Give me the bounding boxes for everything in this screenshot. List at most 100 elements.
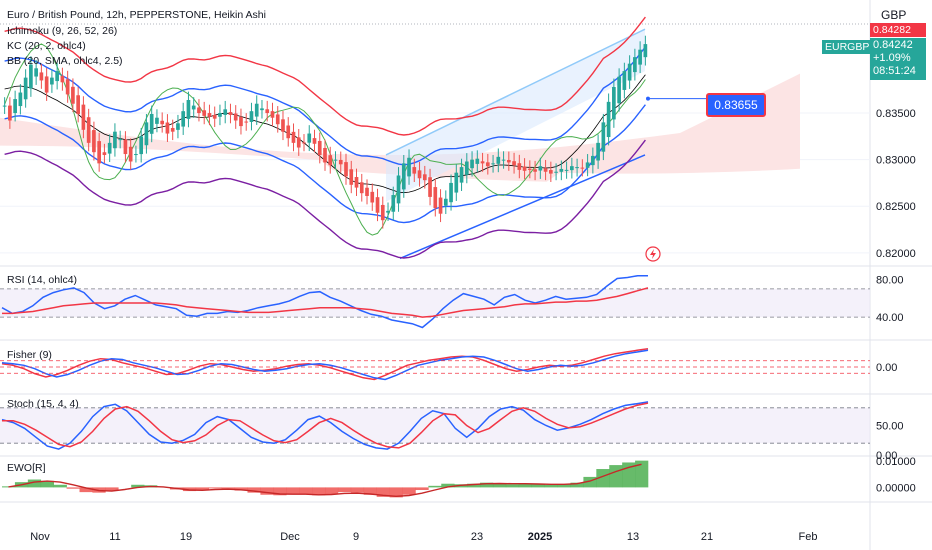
- candle-body: [349, 169, 354, 185]
- candle-body: [8, 105, 12, 121]
- ewo-tick-label: 0.01000: [876, 456, 916, 468]
- candle-body: [281, 119, 285, 132]
- time-tick-label: 21: [701, 531, 713, 543]
- kc-upper-band: [4, 46, 646, 166]
- last-price: 0.84242: [873, 39, 913, 51]
- rsi-legend[interactable]: RSI (14, ohlc4): [7, 274, 78, 286]
- time-tick-label: Feb: [799, 531, 818, 543]
- marker-dot: [646, 96, 650, 101]
- candle-body: [464, 161, 469, 175]
- candle-body: [612, 86, 616, 120]
- candle-body: [485, 162, 490, 167]
- ewo-pane[interactable]: [2, 460, 649, 498]
- candle-body: [501, 159, 506, 161]
- fisher-legend[interactable]: Fisher (9): [7, 349, 52, 361]
- ewo-bar: [221, 487, 235, 489]
- currency-label[interactable]: GBP: [881, 8, 907, 22]
- ewo-bar: [441, 483, 455, 488]
- candle-body: [144, 122, 149, 146]
- ewo-bar: [402, 487, 416, 495]
- candle-body: [585, 162, 590, 168]
- ewo-legend[interactable]: EWO[R]: [7, 462, 46, 474]
- series-line--d: [2, 402, 649, 449]
- candle-body: [365, 187, 369, 196]
- ewo-bar: [570, 482, 584, 488]
- ewo-bar: [234, 487, 248, 491]
- candle-body: [107, 142, 112, 154]
- price-tick-label: 0.82000: [876, 248, 916, 260]
- ewo-bar: [299, 487, 313, 495]
- candle-body: [559, 168, 564, 172]
- price-pane[interactable]: [0, 16, 800, 262]
- ewo-bar: [492, 483, 507, 488]
- candle-body: [522, 166, 527, 171]
- price-axis[interactable]: 0.83500 0.83000 0.82500 0.82000 80.00 40.00 0.…: [876, 108, 916, 494]
- candle-body: [92, 130, 96, 153]
- rsi-tick-label: 40.00: [876, 312, 904, 324]
- ewo-bar: [105, 487, 119, 491]
- candle-body: [123, 139, 128, 155]
- candle-body: [155, 117, 159, 124]
- ewo-bar: [350, 487, 365, 493]
- candle-body: [254, 103, 259, 117]
- candle-body: [543, 168, 548, 172]
- candle-body: [202, 110, 207, 116]
- candle-body: [491, 163, 495, 165]
- ewo-bar: [635, 460, 649, 488]
- candle-body: [622, 71, 627, 90]
- candle-body: [170, 128, 175, 132]
- candle-body: [538, 166, 543, 171]
- candle-body: [286, 125, 291, 139]
- candle-body: [149, 113, 154, 134]
- price-marker-box[interactable]: 0.83655: [706, 93, 766, 117]
- candle-body: [480, 161, 485, 164]
- candle-body: [354, 177, 359, 188]
- candle-body: [176, 123, 180, 130]
- ewo-bar: [247, 487, 261, 493]
- ewo-bar: [415, 487, 429, 491]
- candle-body: [417, 170, 422, 179]
- ewo-bar: [260, 487, 274, 495]
- time-tick-label: Dec: [280, 531, 300, 543]
- candle-body: [181, 111, 186, 127]
- candle-body: [359, 182, 364, 194]
- time-tick-label: 23: [471, 531, 483, 543]
- stoch-pane[interactable]: [0, 401, 870, 450]
- candle-body: [34, 68, 38, 77]
- ewo-bar: [376, 487, 390, 497]
- candle-body: [422, 174, 427, 181]
- fisher-pane[interactable]: [0, 347, 870, 381]
- candle-body: [23, 77, 28, 100]
- candle-body: [601, 122, 606, 152]
- band-fill: [0, 407, 870, 444]
- candle-body: [580, 167, 585, 169]
- bb-legend[interactable]: BB (20, SMA, ohlc4, 2.5): [7, 55, 123, 67]
- bb-lower-band: [4, 139, 646, 259]
- ichimoku-legend[interactable]: Ichimoku (9, 26, 52, 26): [7, 25, 118, 37]
- rsi-pane[interactable]: [0, 274, 870, 329]
- time-tick-label: Nov: [30, 531, 50, 543]
- candle-body: [527, 168, 532, 170]
- candle-body: [260, 108, 264, 111]
- candle-body: [606, 101, 611, 138]
- candle-body: [433, 187, 438, 209]
- candle-body: [39, 72, 44, 81]
- channel-lower-line: [399, 154, 646, 260]
- stoch-legend[interactable]: Stoch (15, 4, 4): [7, 398, 79, 410]
- high-price-tag: 0.84282: [870, 23, 926, 37]
- candle-body: [60, 76, 65, 83]
- ewo-bar: [66, 487, 80, 489]
- candle-body: [249, 111, 254, 122]
- candle-body: [643, 44, 648, 58]
- candle-body: [239, 117, 243, 127]
- ewo-bar: [325, 487, 339, 495]
- ewo-bar: [518, 483, 533, 488]
- time-axis[interactable]: Nov 11 19 Dec 9 23 2025 13 21 Feb: [30, 531, 817, 543]
- candle-body: [275, 114, 280, 125]
- candle-body: [81, 104, 86, 130]
- candle-body: [50, 77, 54, 85]
- candle-body: [65, 79, 70, 95]
- kc-legend[interactable]: KC (20, 2, ohlc4): [7, 40, 86, 52]
- candle-body: [638, 49, 642, 65]
